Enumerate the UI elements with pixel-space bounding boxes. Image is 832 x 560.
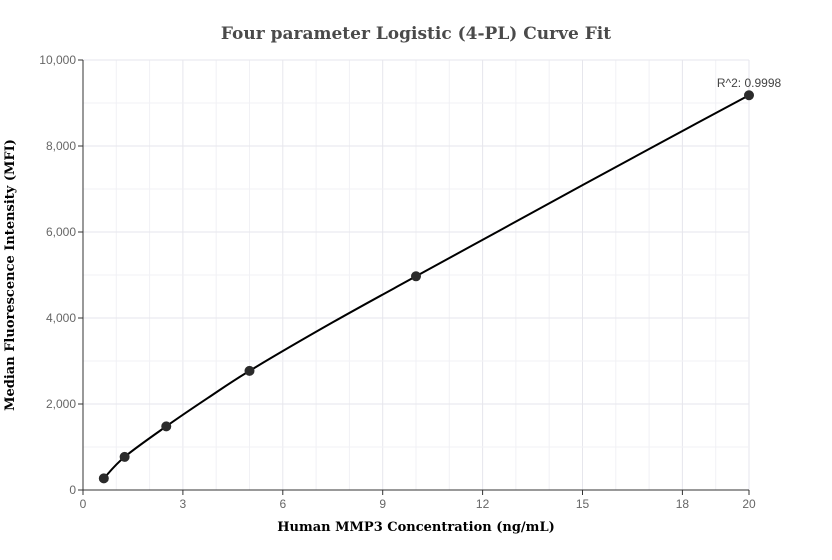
x-tick-label: 6 <box>279 497 286 511</box>
axes <box>82 60 749 491</box>
x-axis-title: Human MMP3 Concentration (ng/mL) <box>277 520 554 535</box>
x-ticks: 0 3 6 9 12 15 18 20 <box>80 490 756 511</box>
data-point <box>744 90 754 101</box>
y-tick-label: 4,000 <box>46 311 76 325</box>
data-point <box>244 365 255 376</box>
data-points <box>98 90 754 484</box>
y-tick-label: 8,000 <box>46 139 76 153</box>
x-tick-label: 15 <box>576 497 590 511</box>
x-tick-label: 20 <box>742 497 756 511</box>
fit-curve-line <box>103 94 750 480</box>
y-tick-label: 10,000 <box>39 53 76 67</box>
r-squared-annotation: R^2: 0.9998 <box>717 76 782 90</box>
y-ticks: 0 2,000 4,000 6,000 8,000 10,000 <box>39 53 83 497</box>
x-tick-label: 0 <box>80 497 87 511</box>
chart-title: Four parameter Logistic (4-PL) Curve Fit <box>221 24 611 44</box>
x-tick-label: 9 <box>379 497 386 511</box>
y-tick-label: 0 <box>69 483 76 497</box>
y-axis-title: Median Fluorescence Intensity (MFI) <box>3 139 18 411</box>
x-tick-label: 18 <box>676 497 690 511</box>
y-tick-label: 6,000 <box>46 225 76 239</box>
x-tick-label: 12 <box>476 497 490 511</box>
data-point <box>119 451 130 462</box>
data-point <box>98 473 109 484</box>
y-tick-label: 2,000 <box>46 397 76 411</box>
data-point <box>161 421 172 432</box>
x-tick-label: 3 <box>180 497 187 511</box>
data-point <box>411 271 421 282</box>
